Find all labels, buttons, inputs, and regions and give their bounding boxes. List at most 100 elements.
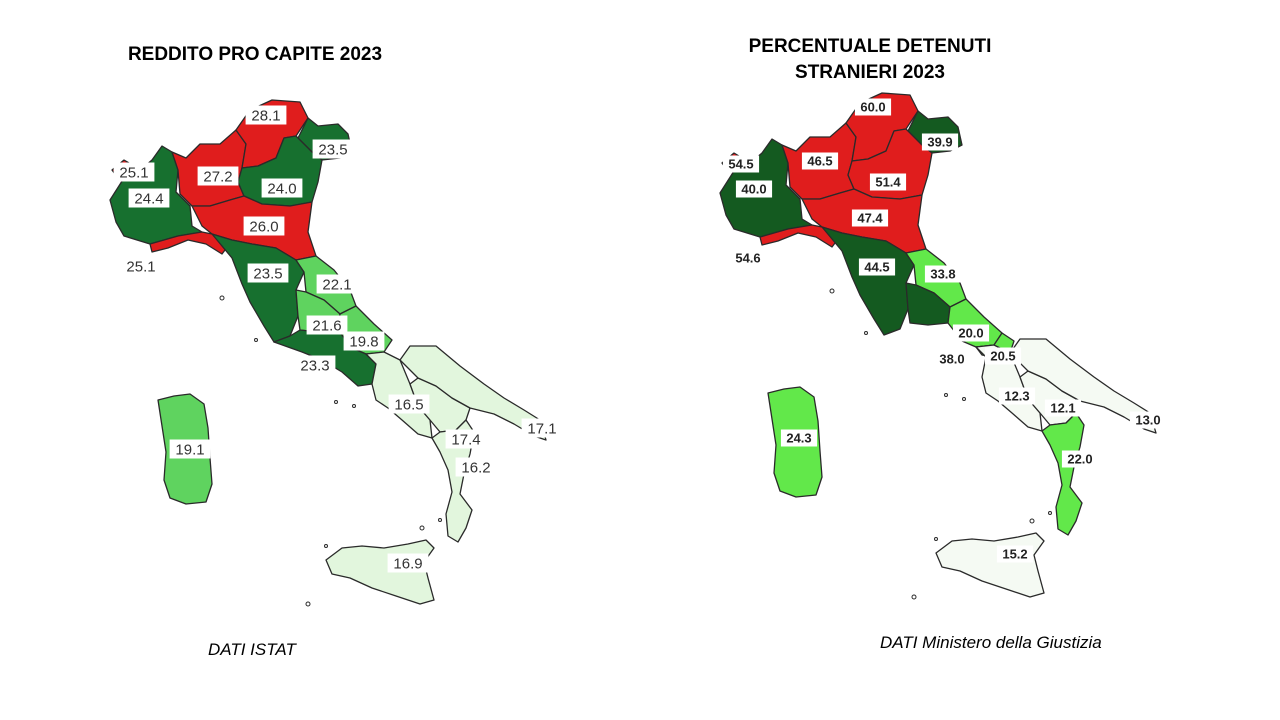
label-box	[247, 263, 289, 283]
label-box	[869, 173, 907, 191]
detainees-label-emilia-romagna: 47.4	[851, 209, 889, 227]
label-box	[120, 256, 162, 276]
foreign-detainees-map-source: DATI Ministero della Giustizia	[880, 633, 1102, 652]
left-islet	[352, 404, 356, 408]
region-value: 25.1	[119, 164, 148, 181]
income-map-title: REDDITO PRO CAPITE 2023	[127, 44, 383, 65]
income-label-piemonte: 24.4	[128, 188, 170, 208]
income-map-source: DATI ISTAT	[208, 640, 296, 659]
region-value: 26.0	[249, 218, 278, 235]
detainees-region-puglia	[1009, 338, 1157, 434]
detainees-label-marche: 33.8	[924, 265, 962, 283]
label-box	[128, 188, 170, 208]
right-islet	[934, 537, 938, 541]
label-box	[455, 457, 497, 477]
label-box	[1129, 411, 1167, 429]
left-islet	[219, 295, 225, 301]
label-box	[924, 265, 962, 283]
region-value: 23.5	[253, 265, 282, 282]
label-box	[722, 155, 760, 173]
detainees-label-campania: 12.3	[998, 387, 1036, 405]
detainees-label-veneto: 51.4	[869, 173, 907, 191]
label-box	[984, 347, 1022, 365]
detainees-region-calabria	[1041, 412, 1085, 536]
income-per-capita-map: 25.1 24.4 27.2 28.1 23.5 24.0 26.0 25.1 23.5 22.1…	[109, 99, 563, 607]
region-value: 20.0	[958, 326, 983, 341]
detainees-label-trentino-alto-adige: 60.0	[854, 98, 892, 116]
region-value: 15.2	[1002, 547, 1027, 562]
region-value: 44.5	[864, 260, 889, 275]
detainees-label-sardegna: 24.3	[780, 429, 818, 447]
right-islet	[944, 393, 948, 397]
left-islet	[305, 601, 311, 607]
label-box	[921, 133, 959, 151]
left-islet	[254, 338, 258, 342]
income-region-puglia	[399, 345, 547, 441]
label-box	[729, 249, 767, 267]
label-box	[1044, 399, 1082, 417]
income-label-sicilia: 16.9	[387, 553, 429, 573]
region-value: 23.5	[318, 141, 347, 158]
left-islet	[334, 400, 338, 404]
left-islet	[419, 525, 425, 531]
label-box	[445, 429, 487, 449]
label-box	[952, 324, 990, 342]
region-value: 25.1	[126, 258, 155, 275]
label-box	[780, 429, 818, 447]
income-label-marche: 22.1	[316, 274, 358, 294]
right-islet	[962, 397, 966, 401]
region-value: 16.9	[393, 555, 422, 572]
income-label-basilicata: 17.4	[445, 429, 487, 449]
region-value: 13.0	[1135, 413, 1160, 428]
region-value: 28.1	[251, 107, 280, 124]
label-box	[851, 209, 889, 227]
region-value: 54.5	[728, 157, 753, 172]
region-value: 16.2	[461, 459, 490, 476]
income-label-campania: 16.5	[388, 394, 430, 414]
label-box	[261, 178, 303, 198]
detainees-label-toscana: 44.5	[858, 258, 896, 276]
detainees-label-sicilia: 15.2	[996, 545, 1034, 563]
region-value: 19.1	[175, 441, 204, 458]
income-label-valle-d-aosta: 25.1	[113, 162, 155, 182]
left-islet	[324, 544, 328, 548]
income-label-friuli-venezia-giulia: 23.5	[312, 139, 354, 159]
label-box	[294, 355, 336, 375]
label-box	[933, 350, 971, 368]
region-value: 46.5	[807, 154, 832, 169]
detainees-label-umbria: 38.0	[933, 350, 971, 368]
income-label-lombardia: 27.2	[197, 166, 239, 186]
income-label-liguria: 25.1	[120, 256, 162, 276]
label-box	[243, 216, 285, 236]
region-value: 17.4	[451, 431, 480, 448]
title-line-1: PERCENTUALE DETENUTI	[748, 36, 992, 57]
region-value: 23.3	[300, 357, 329, 374]
income-label-calabria: 16.2	[455, 457, 497, 477]
label-box	[387, 553, 429, 573]
region-value: 12.3	[1004, 389, 1029, 404]
right-islet	[911, 594, 917, 600]
income-label-puglia: 17.1	[521, 418, 563, 438]
label-box	[521, 418, 563, 438]
label-box	[998, 387, 1036, 405]
label-box	[735, 180, 773, 198]
detainees-label-friuli-venezia-giulia: 39.9	[921, 133, 959, 151]
income-label-trentino-alto-adige: 28.1	[245, 105, 287, 125]
detainees-label-molise: 20.5	[984, 347, 1022, 365]
region-value: 16.5	[394, 396, 423, 413]
region-value: 51.4	[875, 175, 901, 190]
income-label-abruzzo: 19.8	[343, 331, 385, 351]
income-label-sardegna: 19.1	[169, 439, 211, 459]
label-box	[169, 439, 211, 459]
right-islet	[864, 331, 868, 335]
detainees-label-liguria: 54.6	[729, 249, 767, 267]
detainees-label-lombardia: 46.5	[801, 152, 839, 170]
region-value: 20.5	[990, 349, 1015, 364]
label-box	[854, 98, 892, 116]
label-box	[245, 105, 287, 125]
region-value: 17.1	[527, 420, 556, 437]
income-label-veneto: 24.0	[261, 178, 303, 198]
left-islet	[438, 518, 442, 522]
region-value: 38.0	[939, 352, 964, 367]
